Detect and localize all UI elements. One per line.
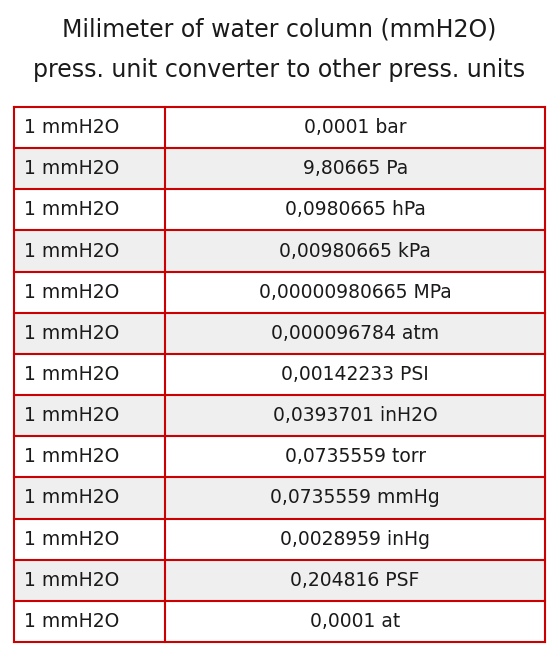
Text: Milimeter of water column (mmH2O): Milimeter of water column (mmH2O) [62,18,497,42]
Bar [14,601,545,642]
Text: 0,0980665 hPa: 0,0980665 hPa [285,201,425,219]
Text: 1 mmH2O: 1 mmH2O [24,570,119,590]
Text: 0,0001 at: 0,0001 at [310,612,400,631]
Text: 1 mmH2O: 1 mmH2O [24,365,119,384]
Text: 0,00142233 PSI: 0,00142233 PSI [281,365,429,384]
Text: 0,0735559 mmHg: 0,0735559 mmHg [271,489,440,508]
Text: 0,000096784 atm: 0,000096784 atm [271,324,439,343]
Text: 1 mmH2O: 1 mmH2O [24,530,119,548]
Bar [14,313,545,354]
Text: 1 mmH2O: 1 mmH2O [24,241,119,260]
Text: 0,0393701 inH2O: 0,0393701 inH2O [273,406,438,425]
Text: 9,80665 Pa: 9,80665 Pa [302,159,408,178]
Bar [14,272,545,313]
Text: 1 mmH2O: 1 mmH2O [24,489,119,508]
Text: 1 mmH2O: 1 mmH2O [24,118,119,137]
Text: 0,204816 PSF: 0,204816 PSF [291,570,420,590]
Text: press. unit converter to other press. units: press. unit converter to other press. un… [34,58,525,82]
Text: 1 mmH2O: 1 mmH2O [24,283,119,302]
Text: 1 mmH2O: 1 mmH2O [24,612,119,631]
Text: 0,0735559 torr: 0,0735559 torr [285,447,426,467]
Bar [14,478,545,519]
Bar [14,354,545,395]
Text: 0,00980665 kPa: 0,00980665 kPa [280,241,431,260]
Text: 0,00000980665 MPa: 0,00000980665 MPa [259,283,452,302]
Text: 0,0001 bar: 0,0001 bar [304,118,406,137]
Text: 1 mmH2O: 1 mmH2O [24,159,119,178]
Bar [14,519,545,559]
Bar [14,395,545,436]
Bar [14,230,545,272]
Text: 0,0028959 inHg: 0,0028959 inHg [280,530,430,548]
Bar [14,107,545,148]
Bar [14,559,545,601]
Text: 1 mmH2O: 1 mmH2O [24,201,119,219]
Text: 1 mmH2O: 1 mmH2O [24,406,119,425]
Text: 1 mmH2O: 1 mmH2O [24,324,119,343]
Text: 1 mmH2O: 1 mmH2O [24,447,119,467]
Bar [14,190,545,230]
Bar [14,436,545,478]
Bar [14,148,545,190]
